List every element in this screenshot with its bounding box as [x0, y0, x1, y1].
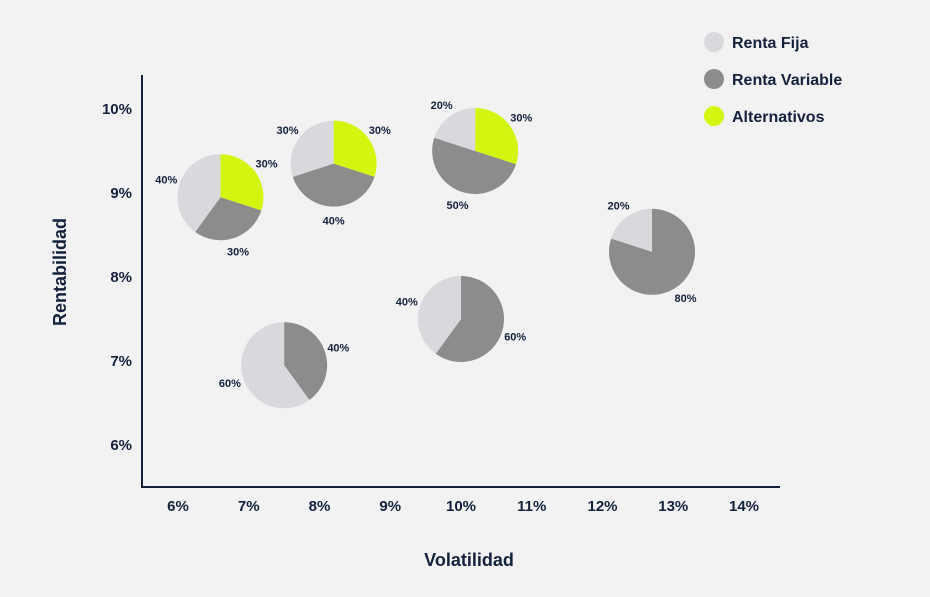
x-tick-label: 14% — [729, 498, 759, 515]
pie-slice-label: 40% — [327, 343, 349, 355]
x-axis-title: Volatilidad — [424, 550, 514, 570]
pie-slice-label: 30% — [256, 159, 278, 171]
pie-slice — [292, 163, 375, 207]
pie-slice — [475, 108, 519, 165]
legend: Renta Fija Renta Variable Alternativos — [704, 32, 842, 126]
legend-swatch — [704, 106, 724, 126]
pie-slice-label: 40% — [323, 216, 345, 228]
pie-slice — [611, 208, 653, 252]
x-tick-label: 10% — [446, 498, 476, 515]
x-tick-label: 7% — [238, 498, 260, 515]
pie-slice-label: 30% — [227, 246, 249, 258]
y-tick-label: 10% — [102, 101, 132, 118]
pie-slice — [195, 197, 262, 241]
legend-entry: Renta Variable — [732, 72, 842, 89]
pie-marker: 30% 50% 20% — [431, 100, 533, 212]
pie-slice-label: 20% — [431, 100, 453, 112]
pie-slice — [284, 322, 328, 400]
pie-slice — [220, 154, 264, 211]
pie-slice — [177, 154, 221, 232]
x-tick-label: 8% — [309, 498, 331, 515]
legend-entry: Renta Fija — [732, 35, 809, 52]
pie-markers: 40% 60% 30% 30% 40% 30% 40% 30% 30% 50% 20% 60% 40% 8… — [155, 100, 697, 409]
pie-slice-label: 50% — [447, 200, 469, 212]
pie-slice — [609, 208, 696, 295]
pie-marker: 40% 60% — [219, 322, 350, 409]
y-tick-label: 9% — [110, 185, 132, 202]
x-tick-label: 13% — [658, 498, 688, 515]
x-tick-label: 6% — [167, 498, 189, 515]
y-tick-labels: 6% 7% 8% 9% 10% — [102, 101, 132, 454]
pie-slice-label: 60% — [504, 332, 526, 344]
legend-swatch — [704, 32, 724, 52]
pie-marker: 30% 30% 40% — [155, 154, 278, 258]
pie-marker: 60% 40% — [396, 276, 526, 362]
pie-slice — [418, 276, 461, 354]
pie-slice-label: 30% — [277, 125, 299, 137]
legend-swatch — [704, 69, 724, 89]
pie-slice — [435, 276, 505, 362]
pie-slice — [434, 108, 476, 151]
y-axis-title: Rentabilidad — [50, 218, 70, 326]
y-tick-label: 8% — [110, 269, 132, 286]
x-tick-label: 9% — [379, 498, 401, 515]
y-tick-label: 6% — [110, 437, 132, 454]
legend-entry: Alternativos — [732, 109, 825, 126]
pie-slice-label: 30% — [510, 112, 532, 124]
x-tick-labels: 6% 7% 8% 9% 10% 11% 12% 13% 14% — [167, 498, 759, 515]
pie-slice-label: 40% — [396, 296, 418, 308]
pie-slice — [333, 120, 377, 177]
pie-marker: 30% 40% 30% — [277, 120, 391, 228]
y-tick-label: 7% — [110, 353, 132, 370]
x-tick-label: 11% — [517, 498, 546, 515]
x-tick-label: 12% — [587, 498, 617, 515]
pie-slice-label: 30% — [369, 125, 391, 137]
pie-marker: 80% 20% — [608, 201, 697, 305]
pie-slice-label: 20% — [608, 201, 630, 213]
pie-slice — [290, 120, 334, 177]
pie-slice-label: 60% — [219, 378, 241, 390]
pie-slice — [432, 137, 517, 194]
pie-slice-label: 40% — [155, 175, 177, 187]
pie-slice — [241, 322, 310, 409]
pie-slice-label: 80% — [675, 293, 697, 305]
